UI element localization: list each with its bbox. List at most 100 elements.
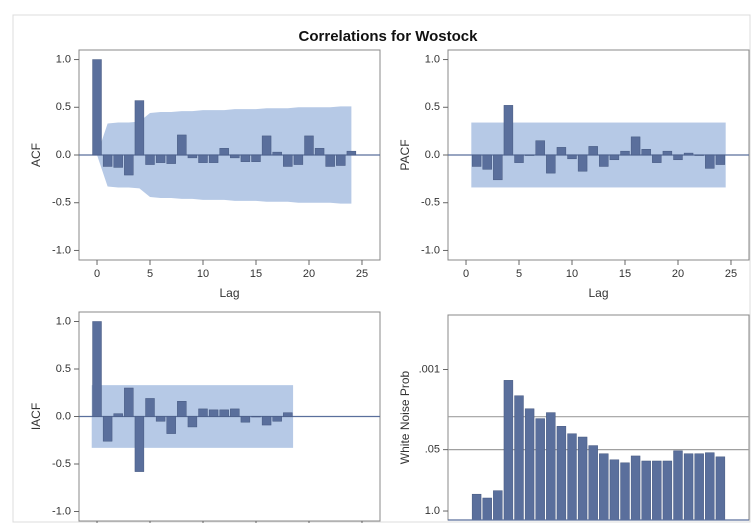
bar bbox=[694, 154, 704, 156]
y-axis-label: IACF bbox=[29, 403, 43, 430]
bar bbox=[673, 154, 683, 161]
x-tick-label: 10 bbox=[566, 268, 578, 280]
bar bbox=[177, 401, 187, 417]
bar bbox=[240, 416, 251, 423]
bar bbox=[251, 416, 261, 418]
bar bbox=[577, 154, 588, 172]
bar bbox=[102, 154, 113, 167]
bar bbox=[145, 398, 155, 417]
y-tick-label: 0.5 bbox=[56, 101, 71, 113]
bar bbox=[208, 154, 219, 163]
bar bbox=[599, 154, 609, 167]
bar bbox=[482, 154, 492, 170]
bar bbox=[503, 105, 514, 156]
y-tick-label: 1.0 bbox=[425, 505, 440, 517]
bar bbox=[124, 154, 134, 176]
bar bbox=[577, 436, 588, 521]
bar bbox=[336, 154, 346, 166]
x-tick-label: 5 bbox=[147, 268, 153, 280]
bar bbox=[493, 154, 503, 181]
y-tick-label: -0.5 bbox=[421, 197, 440, 209]
x-tick-label: 10 bbox=[197, 268, 209, 280]
bar bbox=[325, 154, 335, 167]
bar bbox=[620, 150, 630, 156]
bar bbox=[283, 154, 293, 167]
x-tick-label: 5 bbox=[516, 268, 522, 280]
y-tick-label: 0.0 bbox=[56, 149, 71, 161]
bar bbox=[630, 455, 641, 521]
y-tick-label: .001 bbox=[419, 363, 440, 375]
bar bbox=[198, 408, 208, 417]
bar bbox=[524, 408, 535, 521]
bar bbox=[471, 154, 482, 167]
bar bbox=[705, 452, 715, 521]
bar bbox=[588, 445, 598, 521]
x-tick-label: 25 bbox=[725, 268, 737, 280]
bar bbox=[652, 460, 662, 521]
bar bbox=[652, 154, 662, 163]
bar bbox=[493, 490, 503, 521]
bar bbox=[240, 154, 251, 162]
y-tick-label: -1.0 bbox=[52, 505, 71, 517]
bar bbox=[219, 409, 229, 417]
bar bbox=[556, 426, 567, 521]
bar bbox=[177, 134, 187, 156]
y-axis-label: White Noise Prob bbox=[398, 370, 412, 464]
bar bbox=[304, 135, 314, 156]
bar bbox=[166, 416, 176, 434]
bar bbox=[208, 409, 219, 417]
bar bbox=[514, 154, 524, 163]
x-tick-label: 20 bbox=[303, 268, 315, 280]
bar bbox=[134, 100, 145, 156]
bar bbox=[198, 154, 208, 163]
y-tick-label: -1.0 bbox=[421, 244, 440, 256]
y-tick-label: -1.0 bbox=[52, 244, 71, 256]
bar bbox=[524, 154, 535, 156]
y-axis-label: ACF bbox=[29, 143, 43, 167]
y-tick-label: -0.5 bbox=[52, 197, 71, 209]
bar bbox=[503, 380, 514, 521]
y-tick-label: 1.0 bbox=[56, 315, 71, 327]
x-tick-label: 0 bbox=[94, 268, 100, 280]
bar bbox=[705, 154, 715, 169]
bar bbox=[314, 148, 325, 156]
panel-border bbox=[12, 14, 751, 523]
bar bbox=[261, 135, 272, 156]
bar bbox=[145, 154, 155, 165]
bar bbox=[662, 150, 673, 156]
bar bbox=[694, 453, 704, 521]
y-tick-label: 1.0 bbox=[425, 53, 440, 65]
bar bbox=[567, 433, 577, 521]
bar bbox=[92, 321, 102, 417]
bar bbox=[588, 146, 598, 156]
y-tick-label: -0.5 bbox=[52, 458, 71, 470]
bar bbox=[230, 154, 240, 159]
bar bbox=[715, 456, 726, 521]
bar bbox=[546, 154, 556, 174]
bar bbox=[219, 148, 229, 156]
bar bbox=[283, 412, 293, 417]
bar bbox=[514, 395, 524, 521]
bar bbox=[609, 459, 620, 521]
bar bbox=[599, 453, 609, 521]
bar bbox=[546, 412, 556, 521]
bar bbox=[641, 460, 651, 521]
bar bbox=[230, 408, 240, 417]
bar bbox=[261, 416, 272, 426]
bar bbox=[187, 416, 198, 428]
bar bbox=[683, 152, 694, 156]
x-tick-label: 20 bbox=[672, 268, 684, 280]
y-tick-label: 0.0 bbox=[56, 410, 71, 422]
bar bbox=[272, 416, 282, 422]
bar bbox=[134, 416, 145, 472]
bar bbox=[641, 149, 651, 156]
bar bbox=[113, 413, 123, 417]
bar bbox=[346, 150, 357, 156]
y-axis-label: PACF bbox=[398, 139, 412, 170]
bar bbox=[124, 387, 134, 417]
bar bbox=[92, 59, 102, 156]
bar bbox=[251, 154, 261, 162]
bar bbox=[556, 147, 567, 156]
bar bbox=[113, 154, 123, 168]
